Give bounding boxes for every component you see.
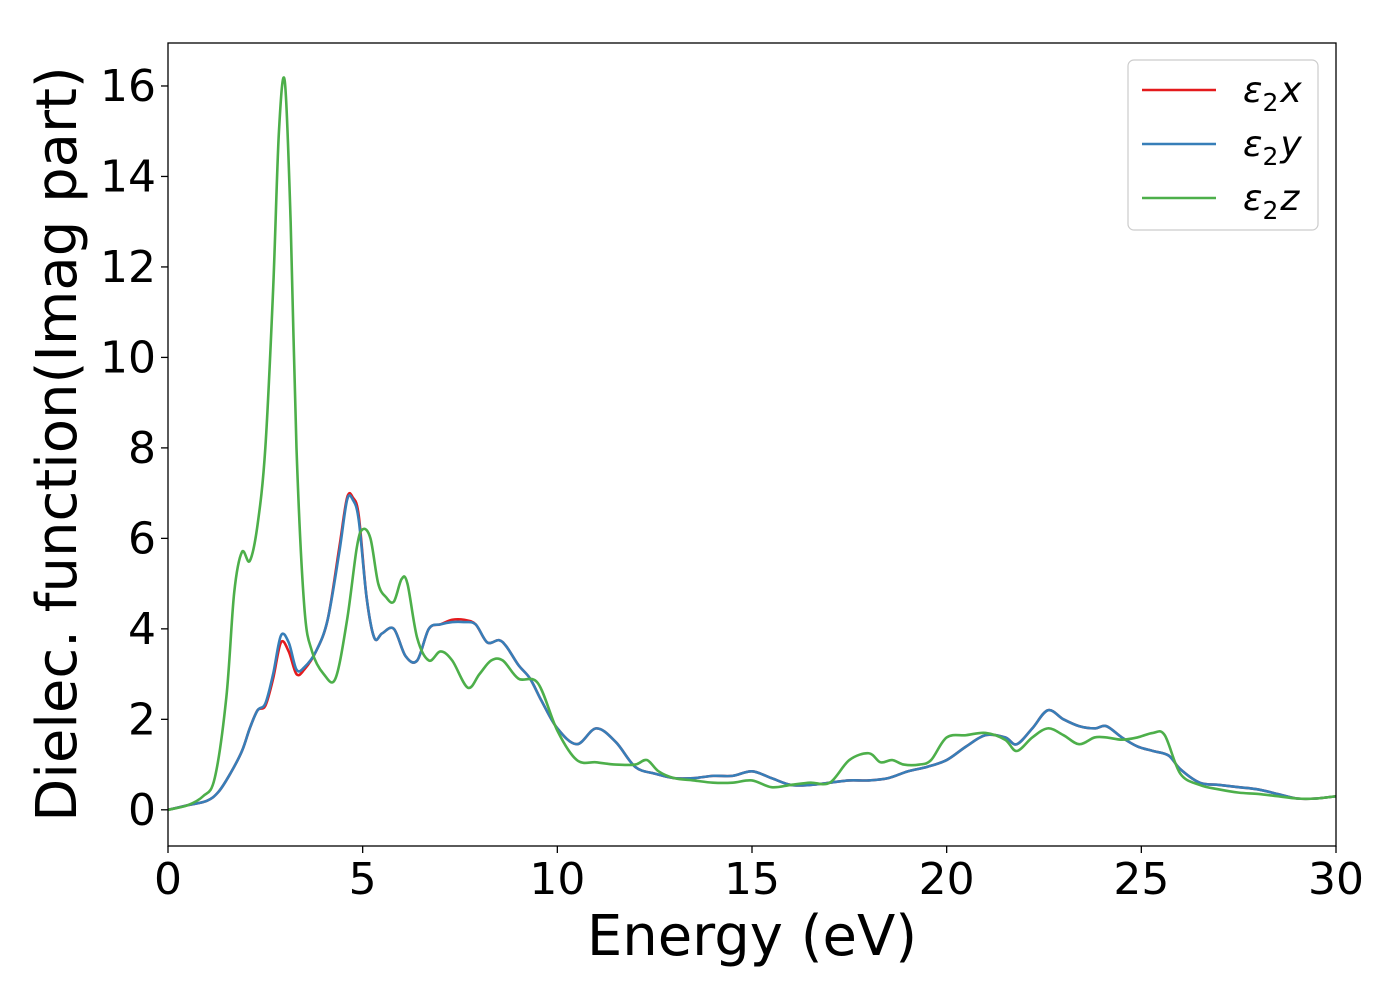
y-axis: 0 2 4 6 8 10 12 14 16 [100, 61, 168, 836]
series-line-x [168, 491, 1336, 812]
y-tick-label: 0 [128, 785, 156, 836]
y-tick-label: 8 [128, 423, 156, 474]
y-tick-label: 2 [128, 694, 156, 745]
x-tick-label: 0 [154, 854, 182, 905]
x-axis-label: Energy (eV) [587, 904, 917, 969]
x-tick-label: 20 [919, 854, 975, 905]
y-tick-label: 4 [128, 604, 156, 655]
y-tick-label: 16 [100, 61, 156, 112]
y-tick-label: 10 [100, 332, 156, 383]
y-axis-label: Dielec. function(Imag part) [25, 66, 90, 822]
legend-label-y: ε2y [1243, 124, 1302, 171]
x-tick-label: 10 [529, 854, 585, 905]
series-line-z [168, 76, 1336, 812]
legend-box [1127, 59, 1319, 231]
y-tick-label: 14 [100, 151, 156, 202]
x-tick-label: 30 [1308, 854, 1364, 905]
legend-label-x: ε2x [1243, 70, 1302, 117]
x-tick-label: 25 [1113, 854, 1169, 905]
x-tick-label: 5 [349, 854, 377, 905]
x-axis: 0 5 10 15 20 25 30 [154, 846, 1364, 905]
x-tick-label: 15 [724, 854, 780, 905]
series-line-y [168, 493, 1336, 812]
y-tick-label: 6 [128, 513, 156, 564]
legend-label-z: ε2z [1243, 178, 1300, 225]
y-tick-label: 12 [100, 242, 156, 293]
legend: ε2x ε2y ε2z [1127, 59, 1319, 231]
series-layer [168, 76, 1336, 812]
